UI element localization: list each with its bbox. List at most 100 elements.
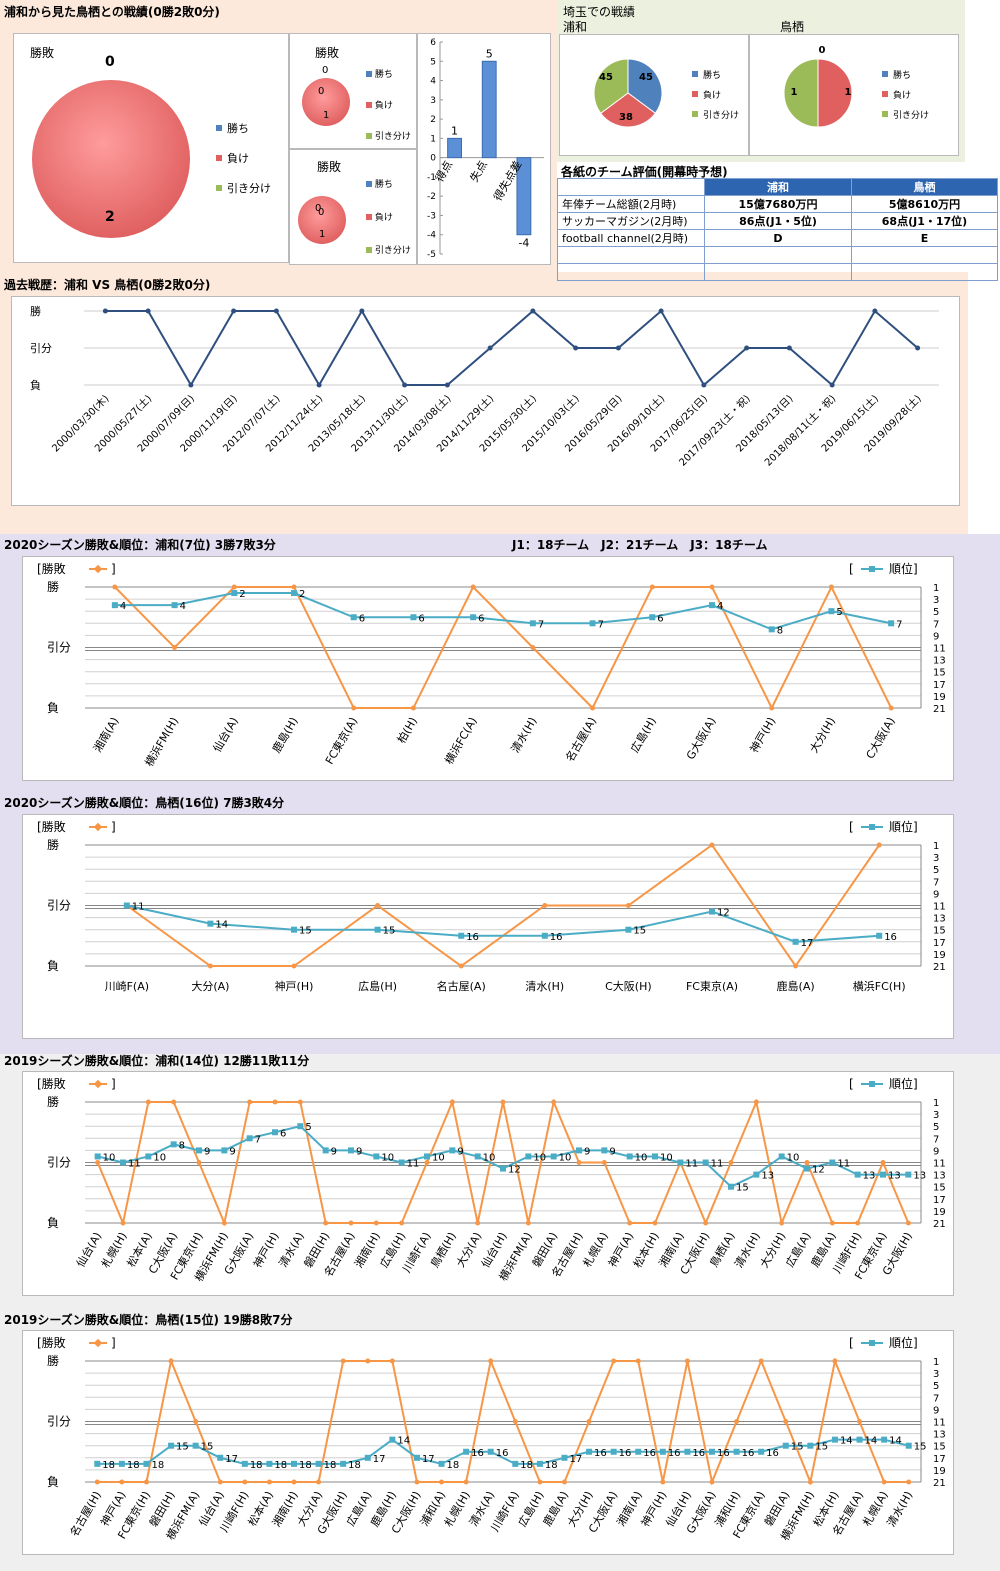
legend-loss-label: 負け [227,152,249,165]
rank-point [413,1454,420,1461]
eval-cell: football channel(2月時) [557,229,705,247]
rank-value-label: 15 [633,926,646,937]
result-point [168,1358,174,1364]
category-label: 横浜FC(A) [442,715,480,767]
rank-value-label: 18 [545,1460,558,1471]
pie-title: 勝敗 [30,46,55,60]
mini2-legend: 勝ち 負け 引き分け [366,169,411,268]
league-teams-note: J1：18チーム J2：21チーム J3：18チーム [512,538,768,552]
rank-legend-bracket: [ [849,1336,854,1350]
rank-point [626,1153,633,1160]
result-point [876,842,882,848]
rank-point [880,1171,886,1178]
result-point [242,1479,248,1485]
rank-point [463,1448,470,1455]
pie-slice [817,58,853,128]
category-label: 清水(H) [509,715,540,755]
result-point [611,1358,617,1364]
result-point [207,963,213,969]
eval-cell [704,263,852,281]
rank-point [792,938,799,945]
category-label: 清水(H) [525,980,564,993]
rank-value-label: 6 [657,613,663,624]
rank-point [807,1442,814,1449]
history-panel: 勝引分負 2000/03/30(木) 2000/05/27(土) 2000/07/09… [11,296,960,506]
rank-value-label: 16 [692,1448,705,1459]
rank-value-label: 16 [742,1448,755,1459]
rank-legend-marker [869,1340,875,1346]
eval-row [557,246,998,264]
result-point [316,1479,322,1485]
rank-value-label: 18 [520,1460,533,1471]
rank-point [398,1159,405,1166]
rank-value-label: 17 [373,1454,386,1465]
rank-tick-label: 15 [933,668,946,679]
pie-legend-label: 引き分け [893,110,929,121]
result-point [586,1419,592,1424]
rank-value-label: 10 [533,1152,546,1163]
rank-value-label: 16 [884,932,897,943]
result-point [217,1479,223,1485]
mini1-mid: 0 [318,86,325,97]
result-point [458,963,464,969]
result-point [855,1220,861,1226]
result-point [734,1419,740,1424]
rank-value-label: 14 [889,1436,902,1447]
rank-tick-label: 15 [933,926,946,937]
pie-value-label: 45 [599,72,613,83]
rank-line [126,904,880,943]
eval-row: サッカーマガジン(2月時) 86点(J1・5位) 68点(J1・17位) [557,212,998,230]
category-label: 大分(H) [806,715,838,756]
rank-tick-label: 13 [933,1430,946,1441]
rank-value-label: 18 [274,1460,287,1471]
result-line [114,584,893,711]
rank-tick-label: 1 [933,1357,939,1368]
rank-value-label: 15 [736,1183,749,1194]
category-label: 鹿島(H) [269,715,301,756]
rank-point [804,1165,810,1172]
bar-tick-label: 1 [430,134,436,144]
rank-tick-label: 7 [933,619,939,630]
rank-value-label: 14 [840,1436,853,1447]
rank-value-label: 16 [668,1448,681,1459]
rank-value-label: 11 [128,1159,141,1170]
rank-value-label: 14 [397,1436,410,1447]
mini1-legend: 勝ち 負け 引き分け [366,60,411,153]
rank-value-label: 18 [299,1460,312,1471]
rank-point [474,1153,481,1160]
rank-point [768,626,775,633]
mini2-legend-win-label: 勝ち [374,180,393,190]
eval-cell [557,263,705,281]
rank-point [561,1454,568,1461]
rank-point [829,1159,836,1166]
result-point [783,1419,789,1424]
rank-tick-label: 17 [933,938,946,949]
result-axis-label: 引分 [47,1156,71,1170]
rank-value-label: 17 [801,938,814,949]
rank-point [470,614,477,621]
rank-value-label: 12 [508,1165,521,1176]
rank-tick-label: 11 [933,644,946,655]
rank-value-label: 17 [225,1454,238,1465]
rank-point [625,926,632,933]
rank-value-label: 17 [422,1454,435,1465]
result-point [424,1160,430,1165]
bar-tick-label: -3 [427,211,436,221]
result-axis-label: 勝 [47,837,59,852]
bar-category-label: 得点 [433,159,455,185]
result-point [832,1358,838,1364]
legend-draw-label: 引き分け [227,182,271,195]
history-point [915,345,921,351]
rank-point [525,1153,532,1160]
result-point [779,1220,785,1226]
rank-point [702,1159,709,1166]
rank-value-label: 15 [201,1442,214,1453]
rank-point [374,926,381,933]
rank-point [709,908,715,915]
pie-slice [599,92,657,128]
rank-point [905,1171,912,1178]
rank-tick-label: 13 [933,1171,946,1182]
rank-tick-label: 9 [933,1405,939,1416]
rank-point [231,590,238,597]
